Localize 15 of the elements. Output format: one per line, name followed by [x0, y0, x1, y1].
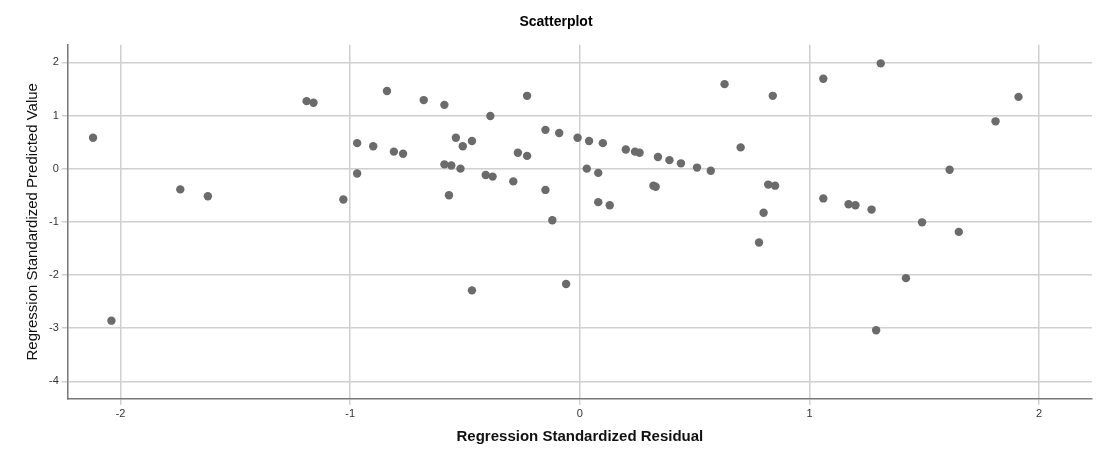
y-tick-label: -1 — [49, 214, 59, 227]
y-tick-label: 0 — [52, 161, 59, 174]
x-tick-label: -2 — [115, 407, 126, 420]
x-tick-label: 0 — [576, 407, 583, 420]
y-tick-label: -4 — [49, 374, 59, 387]
x-tick-label: 2 — [1036, 407, 1043, 420]
x-tick-label: 1 — [806, 407, 813, 420]
x-tick-label: -1 — [345, 407, 356, 420]
y-axis-title: Regression Standardized Predicted Value — [23, 83, 41, 361]
y-tick-label: -3 — [49, 321, 59, 334]
y-tick-label: 1 — [52, 108, 59, 121]
chart-title: Scatterplot — [519, 13, 593, 30]
y-tick-label: -2 — [49, 267, 59, 280]
y-tick-label: 2 — [52, 55, 59, 68]
x-axis-title: Regression Standardized Residual — [456, 427, 704, 445]
